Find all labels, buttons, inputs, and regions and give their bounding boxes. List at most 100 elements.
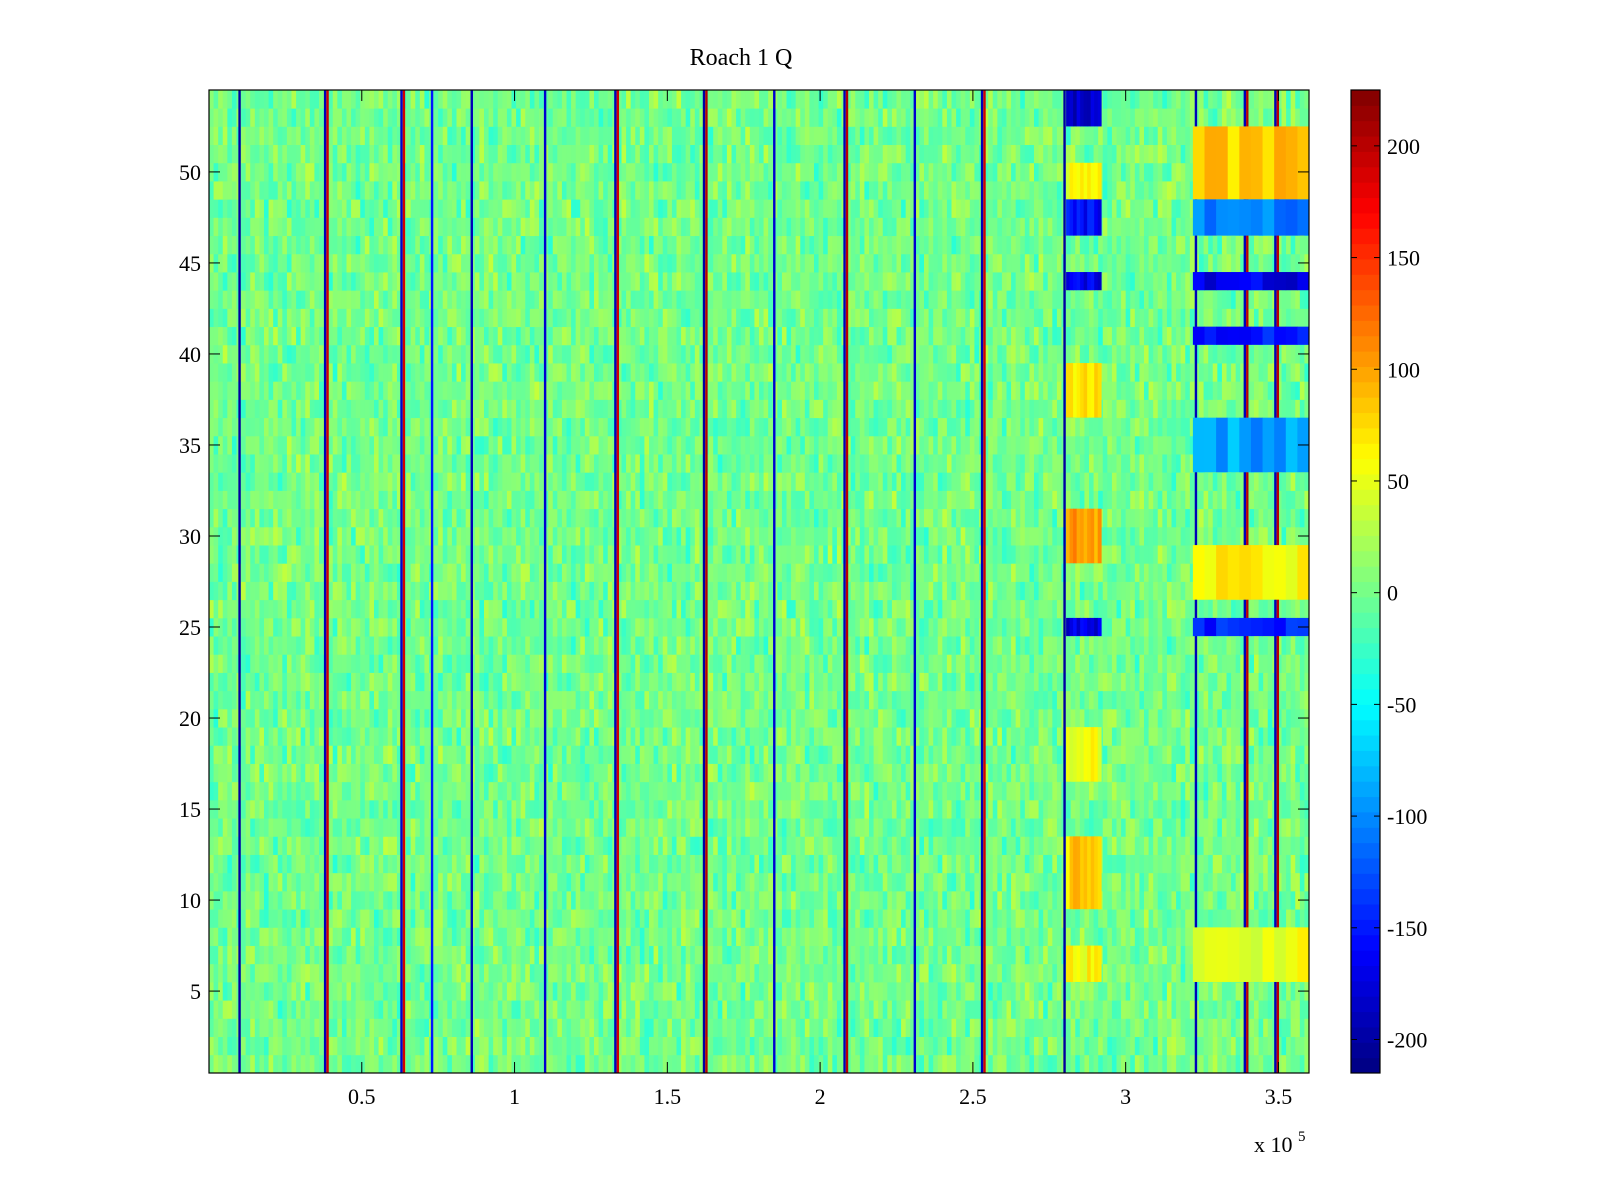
heatmap-cell: [209, 1018, 214, 1037]
heatmap-cell: [846, 872, 852, 892]
heatmap-cell: [974, 945, 980, 965]
heatmap-cell: [635, 781, 641, 801]
heatmap-cell: [827, 1018, 833, 1037]
heatmap-cell: [713, 890, 719, 910]
heatmap-cell: [763, 708, 769, 728]
heatmap-cell: [965, 818, 971, 837]
heatmap-cell: [1144, 818, 1149, 837]
heatmap-cell: [1001, 799, 1007, 819]
heatmap-cell: [222, 690, 228, 710]
heatmap-cell: [699, 872, 705, 892]
heatmap-cell: [791, 890, 797, 910]
heatmap-cell: [1098, 1000, 1104, 1019]
heatmap-cell: [726, 763, 732, 783]
heatmap-cell: [1226, 818, 1232, 837]
heatmap-cell: [626, 981, 632, 1001]
heatmap-cell: [699, 963, 705, 983]
heatmap-cell: [864, 945, 870, 965]
heatmap-cell: [639, 981, 645, 1001]
heatmap-cell: [905, 945, 911, 965]
heatmap-cell: [974, 1036, 980, 1056]
heatmap-cell: [956, 708, 962, 728]
heatmap-cell: [1034, 763, 1039, 783]
heatmap-cell: [635, 836, 641, 855]
heatmap-cell: [745, 708, 751, 728]
heatmap-cell: [997, 763, 1003, 783]
heatmap-cell: [584, 818, 590, 837]
heatmap-cell: [1180, 727, 1186, 746]
heatmap-cell: [726, 781, 732, 801]
heatmap-cell: [209, 745, 214, 764]
heatmap-cell: [699, 763, 705, 783]
heatmap-cell: [1231, 890, 1237, 910]
heatmap-cell: [616, 690, 622, 710]
heatmap-cell: [690, 854, 696, 874]
heatmap-cell: [809, 1000, 815, 1019]
heatmap-cell: [791, 909, 797, 928]
heatmap-cell: [1052, 1018, 1058, 1037]
heatmap-cell: [584, 836, 590, 855]
heatmap-cell: [552, 763, 558, 783]
heatmap-cell: [878, 818, 884, 837]
heatmap-cell: [1102, 1036, 1108, 1056]
heatmap-cell: [1093, 1054, 1099, 1074]
heatmap-cell: [396, 727, 402, 746]
heatmap-cell: [268, 708, 274, 728]
heatmap-cell: [383, 781, 389, 801]
heatmap-cell: [873, 1054, 879, 1074]
heatmap-cell: [681, 1036, 687, 1056]
heatmap-cell: [667, 890, 673, 910]
heatmap-cell: [781, 1036, 787, 1056]
heatmap-cell: [969, 890, 975, 910]
heatmap-cell: [392, 727, 398, 746]
heatmap-cell: [1189, 854, 1195, 874]
heatmap-cell: [1254, 799, 1259, 819]
heatmap-cell: [969, 981, 975, 1001]
heatmap-cell: [1180, 763, 1186, 783]
heatmap-cell: [484, 818, 489, 837]
heatmap-cell: [1029, 763, 1035, 783]
heatmap-cell: [653, 981, 659, 1001]
heatmap-cell: [1162, 890, 1168, 910]
heatmap-cell: [1176, 799, 1182, 819]
heatmap-cell: [1134, 727, 1140, 746]
heatmap-cell: [511, 836, 517, 855]
heatmap-cell: [621, 799, 627, 819]
heatmap-cell: [1024, 708, 1030, 728]
heatmap-cell: [1070, 1000, 1076, 1019]
heatmap-cell: [667, 818, 673, 837]
heatmap-cell: [259, 927, 265, 946]
heatmap-cell: [1121, 872, 1127, 892]
heatmap-cell: [332, 1000, 338, 1019]
heatmap-cell: [759, 781, 764, 801]
heatmap-cell: [708, 727, 714, 746]
heatmap-cell: [910, 945, 916, 965]
heatmap-cell: [456, 836, 462, 855]
heatmap-cell: [378, 799, 384, 819]
heatmap-cell: [937, 799, 943, 819]
heatmap-cell: [658, 1000, 664, 1019]
heatmap-cell: [548, 708, 554, 728]
heatmap-cell: [539, 981, 544, 1001]
heatmap-cell: [653, 890, 659, 910]
heatmap-cell: [1111, 909, 1117, 928]
heatmap-cell: [1254, 1018, 1259, 1037]
heatmap-cell: [731, 1054, 737, 1074]
heatmap-cell: [676, 1018, 682, 1037]
heatmap-cell: [516, 890, 522, 910]
heatmap-cell: [433, 763, 439, 783]
heatmap-cell: [557, 818, 563, 837]
heatmap-cell: [1144, 1000, 1149, 1019]
heatmap-cell: [456, 890, 462, 910]
heatmap-cell: [713, 1054, 719, 1074]
heatmap-cell: [951, 690, 957, 710]
heatmap-cell: [667, 1018, 673, 1037]
heatmap-cell: [355, 799, 361, 819]
heatmap-cell: [910, 890, 916, 910]
heatmap-cell: [277, 963, 283, 983]
heatmap-cell: [277, 708, 283, 728]
heatmap-cell: [341, 1000, 347, 1019]
heatmap-cell: [804, 818, 810, 837]
heatmap-cell: [337, 981, 343, 1001]
heatmap-cell: [1295, 1036, 1301, 1056]
